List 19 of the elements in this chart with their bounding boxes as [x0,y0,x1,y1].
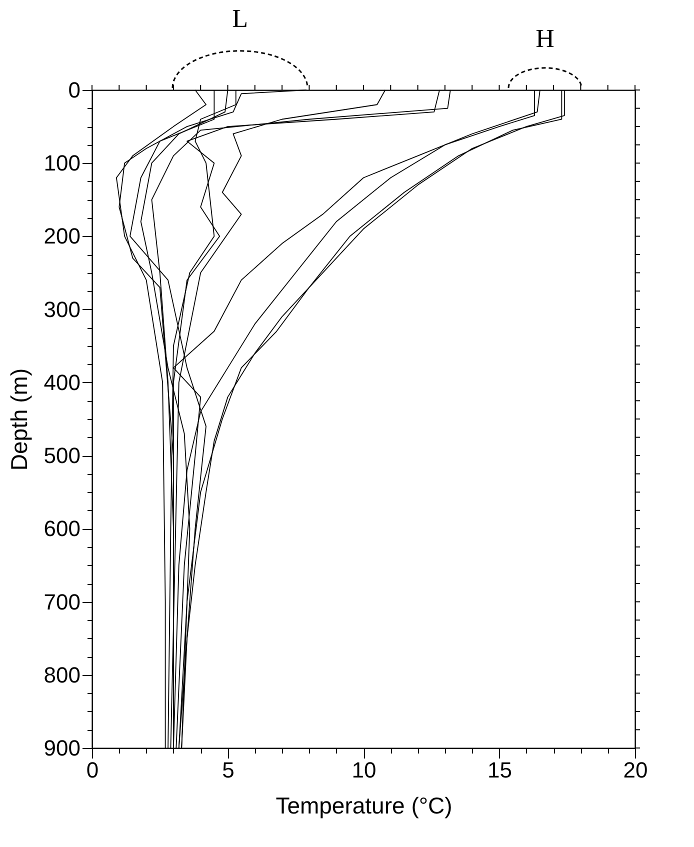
y-tick-label: 400 [44,370,80,395]
y-tick-label: 900 [44,736,80,760]
y-tick-label: 100 [44,150,80,176]
y-tick-label: 800 [44,662,80,688]
y-axis-title: Depth (m) [6,368,32,471]
x-tick-label: 15 [488,758,512,782]
text: L [232,4,248,33]
y-tick-label: 300 [44,296,80,322]
x-tick-label: 5 [222,758,234,782]
y-tick-label: 600 [44,516,80,542]
x-axis-title: Temperature (°C) [276,792,452,818]
x-tick-label: 10 [352,758,376,782]
y-tick-label: 700 [44,589,80,614]
y-tick-label: 500 [44,443,80,468]
y-tick-label: 200 [44,224,80,249]
x-tick-label: 20 [623,758,648,782]
x-tick-label: 0 [86,758,99,782]
text: H [536,24,555,53]
y-tick-label: 0 [68,78,80,102]
